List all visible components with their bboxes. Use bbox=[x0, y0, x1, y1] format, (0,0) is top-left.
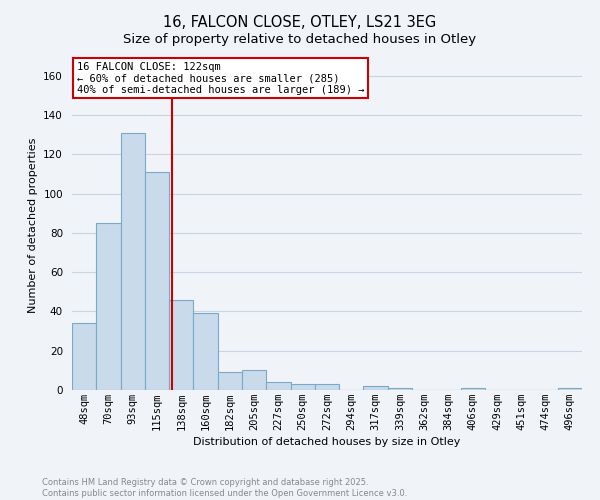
X-axis label: Distribution of detached houses by size in Otley: Distribution of detached houses by size … bbox=[193, 437, 461, 447]
Bar bbox=[266, 382, 290, 390]
Bar bbox=[218, 372, 242, 390]
Bar bbox=[72, 323, 96, 390]
Bar bbox=[388, 388, 412, 390]
Bar bbox=[364, 386, 388, 390]
Text: Size of property relative to detached houses in Otley: Size of property relative to detached ho… bbox=[124, 32, 476, 46]
Bar bbox=[169, 300, 193, 390]
Bar bbox=[242, 370, 266, 390]
Y-axis label: Number of detached properties: Number of detached properties bbox=[28, 138, 38, 312]
Text: Contains HM Land Registry data © Crown copyright and database right 2025.
Contai: Contains HM Land Registry data © Crown c… bbox=[42, 478, 407, 498]
Bar bbox=[290, 384, 315, 390]
Bar bbox=[315, 384, 339, 390]
Bar bbox=[193, 314, 218, 390]
Text: 16 FALCON CLOSE: 122sqm
← 60% of detached houses are smaller (285)
40% of semi-d: 16 FALCON CLOSE: 122sqm ← 60% of detache… bbox=[77, 62, 365, 95]
Bar bbox=[96, 223, 121, 390]
Bar bbox=[558, 388, 582, 390]
Bar bbox=[145, 172, 169, 390]
Text: 16, FALCON CLOSE, OTLEY, LS21 3EG: 16, FALCON CLOSE, OTLEY, LS21 3EG bbox=[163, 15, 437, 30]
Bar bbox=[461, 388, 485, 390]
Bar bbox=[121, 132, 145, 390]
